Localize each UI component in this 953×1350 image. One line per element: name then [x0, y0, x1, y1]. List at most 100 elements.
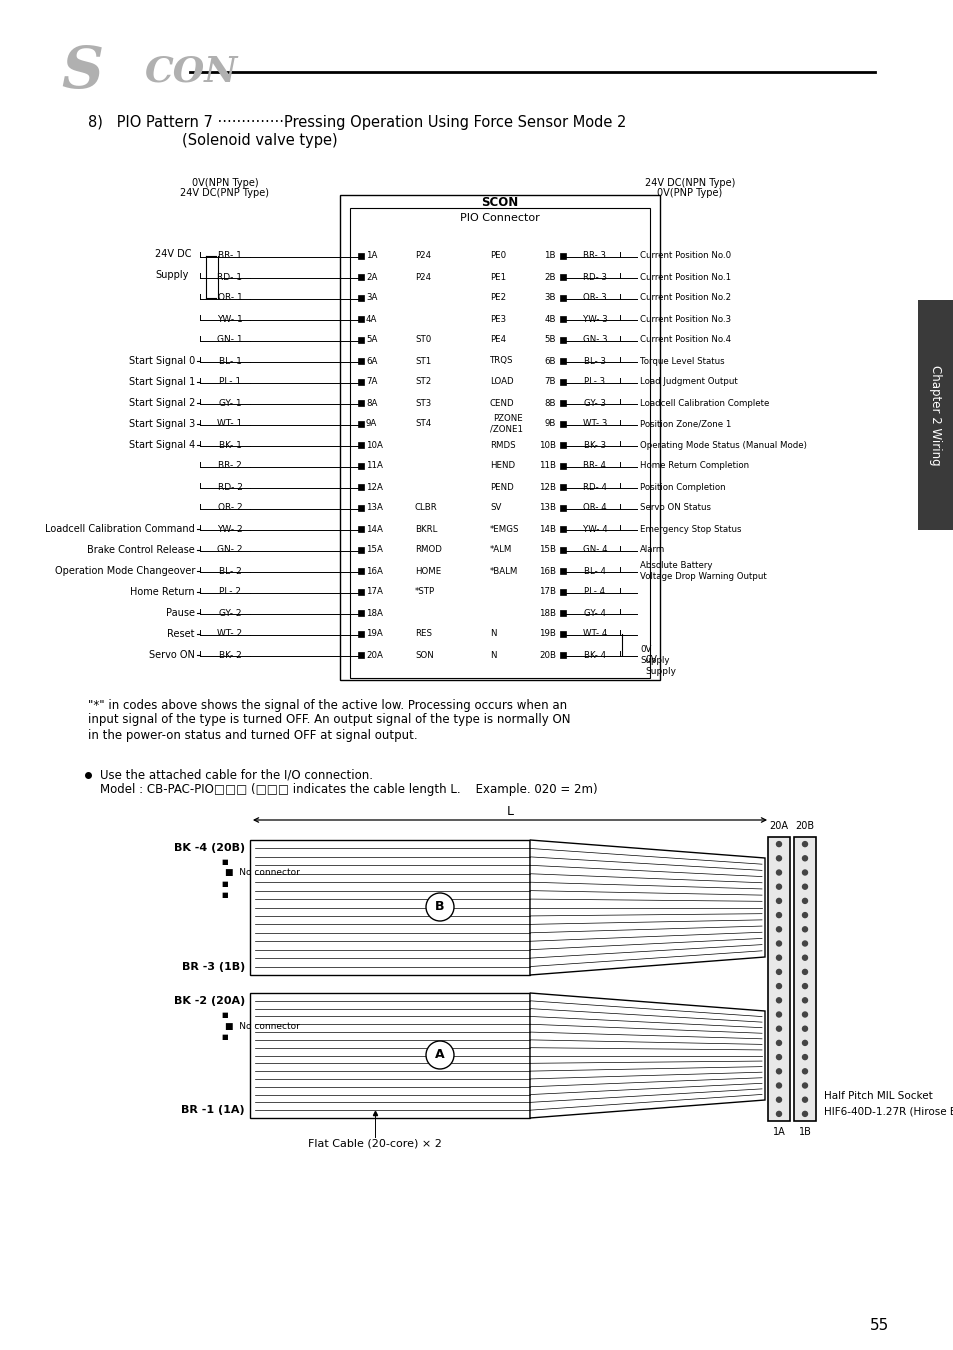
- Text: Use the attached cable for the I/O connection.: Use the attached cable for the I/O conne…: [100, 768, 373, 782]
- Text: WT- 4: WT- 4: [582, 629, 606, 639]
- Bar: [559, 338, 565, 343]
- Text: 0V: 0V: [644, 656, 657, 664]
- Text: YW- 4: YW- 4: [582, 525, 607, 533]
- Text: RD- 1: RD- 1: [217, 273, 242, 282]
- Circle shape: [776, 941, 781, 946]
- Text: Position Zone/Zone 1: Position Zone/Zone 1: [639, 420, 731, 428]
- Text: Start Signal 0: Start Signal 0: [129, 356, 194, 366]
- Text: BR- 3: BR- 3: [583, 251, 606, 261]
- Circle shape: [776, 1012, 781, 1017]
- Text: ■: ■: [221, 859, 228, 865]
- Text: 1B: 1B: [544, 251, 556, 261]
- Bar: [559, 526, 565, 532]
- Text: 0V(PNP Type): 0V(PNP Type): [657, 188, 721, 198]
- Text: Loadcell Calibration Complete: Loadcell Calibration Complete: [639, 398, 768, 408]
- Text: BK- 4: BK- 4: [583, 651, 605, 660]
- Circle shape: [776, 913, 781, 918]
- Text: Start Signal 1: Start Signal 1: [129, 377, 194, 387]
- Text: BKRL: BKRL: [415, 525, 436, 533]
- Text: 3A: 3A: [366, 293, 377, 302]
- Text: L: L: [506, 805, 513, 818]
- Bar: [357, 630, 364, 637]
- Text: PE4: PE4: [490, 336, 506, 344]
- Text: HEND: HEND: [490, 462, 515, 471]
- Text: 14B: 14B: [538, 525, 556, 533]
- Text: 20B: 20B: [538, 651, 556, 660]
- Bar: [559, 547, 565, 553]
- Text: Current Position No.0: Current Position No.0: [639, 251, 730, 261]
- Text: GN- 1: GN- 1: [217, 336, 243, 344]
- Text: (Solenoid valve type): (Solenoid valve type): [182, 132, 337, 147]
- Bar: [559, 463, 565, 468]
- Circle shape: [801, 1041, 806, 1045]
- Bar: [559, 589, 565, 595]
- Text: Torque Level Status: Torque Level Status: [639, 356, 724, 366]
- Text: BL- 2: BL- 2: [218, 567, 241, 575]
- Text: YW- 2: YW- 2: [217, 525, 243, 533]
- Text: Supply: Supply: [154, 270, 188, 279]
- Bar: [559, 485, 565, 490]
- Text: 24V DC(NPN Type): 24V DC(NPN Type): [644, 178, 735, 188]
- Text: SON: SON: [415, 651, 434, 660]
- Text: 24V DC: 24V DC: [154, 248, 192, 259]
- Circle shape: [776, 856, 781, 861]
- Text: 7B: 7B: [544, 378, 556, 386]
- Text: GY- 1: GY- 1: [218, 398, 241, 408]
- Text: 11B: 11B: [538, 462, 556, 471]
- Text: 4B: 4B: [544, 315, 556, 324]
- Circle shape: [776, 841, 781, 846]
- Circle shape: [801, 1054, 806, 1060]
- Circle shape: [801, 927, 806, 931]
- Text: Current Position No.4: Current Position No.4: [639, 336, 730, 344]
- Circle shape: [801, 841, 806, 846]
- Text: 12A: 12A: [366, 482, 382, 491]
- Text: S: S: [61, 43, 103, 100]
- Text: PE2: PE2: [490, 293, 506, 302]
- Text: 16B: 16B: [538, 567, 556, 575]
- Text: ■  No connector: ■ No connector: [225, 868, 299, 878]
- Text: ■  No connector: ■ No connector: [225, 1022, 299, 1030]
- Text: BR- 1: BR- 1: [218, 251, 242, 261]
- Bar: [559, 652, 565, 657]
- Text: GN- 2: GN- 2: [217, 545, 242, 555]
- Text: Model : CB-PAC-PIO□□□ (□□□ indicates the cable length L.    Example. 020 = 2m): Model : CB-PAC-PIO□□□ (□□□ indicates the…: [100, 783, 597, 796]
- Text: 6B: 6B: [544, 356, 556, 366]
- Text: SCON: SCON: [481, 196, 518, 208]
- Text: 55: 55: [869, 1318, 889, 1332]
- Text: Load Judgment Output: Load Judgment Output: [639, 378, 737, 386]
- Text: Half Pitch MIL Socket: Half Pitch MIL Socket: [823, 1091, 932, 1102]
- Circle shape: [801, 969, 806, 975]
- Text: YW- 1: YW- 1: [217, 315, 243, 324]
- Circle shape: [776, 984, 781, 988]
- Circle shape: [801, 956, 806, 960]
- Text: BK -4 (20B): BK -4 (20B): [173, 842, 245, 853]
- Text: Emergency Stop Status: Emergency Stop Status: [639, 525, 740, 533]
- Bar: [357, 547, 364, 553]
- Bar: [357, 400, 364, 406]
- Text: 17A: 17A: [366, 587, 382, 597]
- Text: Current Position No.2: Current Position No.2: [639, 293, 730, 302]
- Text: Start Signal 2: Start Signal 2: [129, 398, 194, 408]
- Text: WT- 3: WT- 3: [582, 420, 606, 428]
- Text: YW- 3: YW- 3: [582, 315, 607, 324]
- Text: 13B: 13B: [538, 504, 556, 513]
- Text: Absolute Battery
Voltage Drop Warning Output: Absolute Battery Voltage Drop Warning Ou…: [639, 562, 766, 580]
- Text: ST1: ST1: [415, 356, 431, 366]
- Text: 8B: 8B: [544, 398, 556, 408]
- Text: 12B: 12B: [538, 482, 556, 491]
- Text: BK- 2: BK- 2: [218, 651, 241, 660]
- Text: N: N: [490, 629, 496, 639]
- Bar: [357, 589, 364, 595]
- Text: Pause: Pause: [166, 608, 194, 618]
- Bar: [559, 252, 565, 259]
- Bar: [357, 463, 364, 468]
- Text: 16A: 16A: [366, 567, 382, 575]
- Bar: [559, 505, 565, 512]
- Text: WT- 1: WT- 1: [217, 420, 242, 428]
- Text: A: A: [435, 1049, 444, 1061]
- Text: BR- 4: BR- 4: [583, 462, 606, 471]
- Bar: [559, 400, 565, 406]
- Circle shape: [801, 1098, 806, 1102]
- Text: 3B: 3B: [544, 293, 556, 302]
- Circle shape: [776, 1098, 781, 1102]
